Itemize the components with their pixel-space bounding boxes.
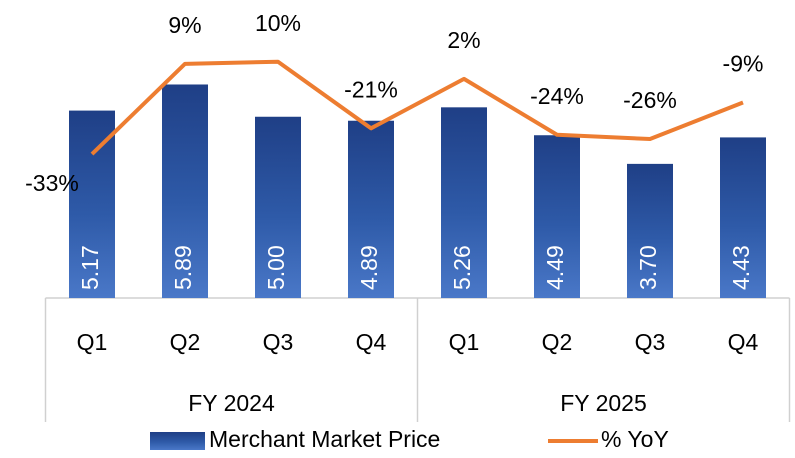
line-value-label: -26%: [623, 87, 677, 113]
line-value-label: 2%: [447, 27, 480, 53]
line-value-label: -9%: [723, 51, 764, 77]
bar-value-label: 5.17: [77, 245, 103, 290]
line-value-label: -33%: [25, 170, 79, 196]
line: [90, 59, 744, 156]
bar-value-label: 5.26: [449, 245, 475, 290]
x-tick-label: Q2: [170, 329, 201, 355]
legend-swatch: [150, 432, 205, 450]
line-value-label: 10%: [255, 10, 301, 36]
bar-value-label: 4.49: [542, 245, 568, 290]
bar: [255, 116, 301, 298]
group-label: FY 2024: [188, 390, 275, 416]
line-value-label: -24%: [530, 83, 584, 109]
bar: [534, 135, 580, 298]
bar-value-label: 4.89: [356, 245, 382, 290]
x-tick-label: Q3: [263, 329, 294, 355]
bar: [627, 163, 673, 298]
x-tick-label: Q1: [449, 329, 480, 355]
bar: [348, 120, 394, 298]
group-label: FY 2025: [560, 390, 647, 416]
bar-value-label: 3.70: [635, 245, 661, 290]
x-tick-label: Q4: [728, 329, 759, 355]
line-value-label: -21%: [344, 76, 398, 102]
bar-value-label: 4.43: [728, 245, 754, 290]
legend-label: % YoY: [601, 426, 669, 452]
x-tick-label: Q4: [356, 329, 387, 355]
x-tick-label: Q2: [542, 329, 573, 355]
bar: [162, 84, 208, 298]
x-tick-label: Q3: [635, 329, 666, 355]
bar: [720, 137, 766, 298]
line-value-label: 9%: [168, 12, 201, 38]
bar-value-label: 5.89: [170, 245, 196, 290]
x-tick-label: Q1: [77, 329, 108, 355]
bar: [441, 107, 487, 298]
bar-value-label: 5.00: [263, 245, 289, 290]
legend-label: Merchant Market Price: [209, 426, 440, 452]
